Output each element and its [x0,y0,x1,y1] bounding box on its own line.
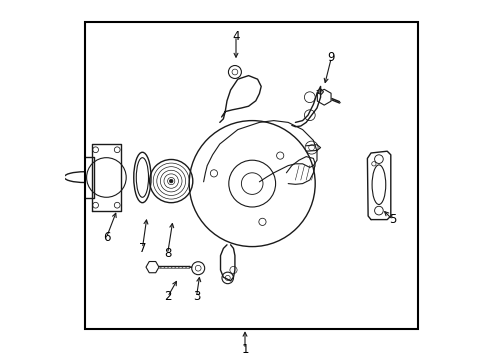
Text: 4: 4 [232,30,240,42]
Text: 2: 2 [164,291,171,303]
Text: 9: 9 [328,51,335,64]
Text: 7: 7 [139,242,146,255]
Text: 1: 1 [241,343,249,356]
Text: 8: 8 [164,247,171,260]
Text: 6: 6 [102,231,110,244]
Circle shape [170,179,173,183]
Text: 3: 3 [193,291,200,303]
Bar [85,22,418,329]
Text: 5: 5 [389,213,396,226]
